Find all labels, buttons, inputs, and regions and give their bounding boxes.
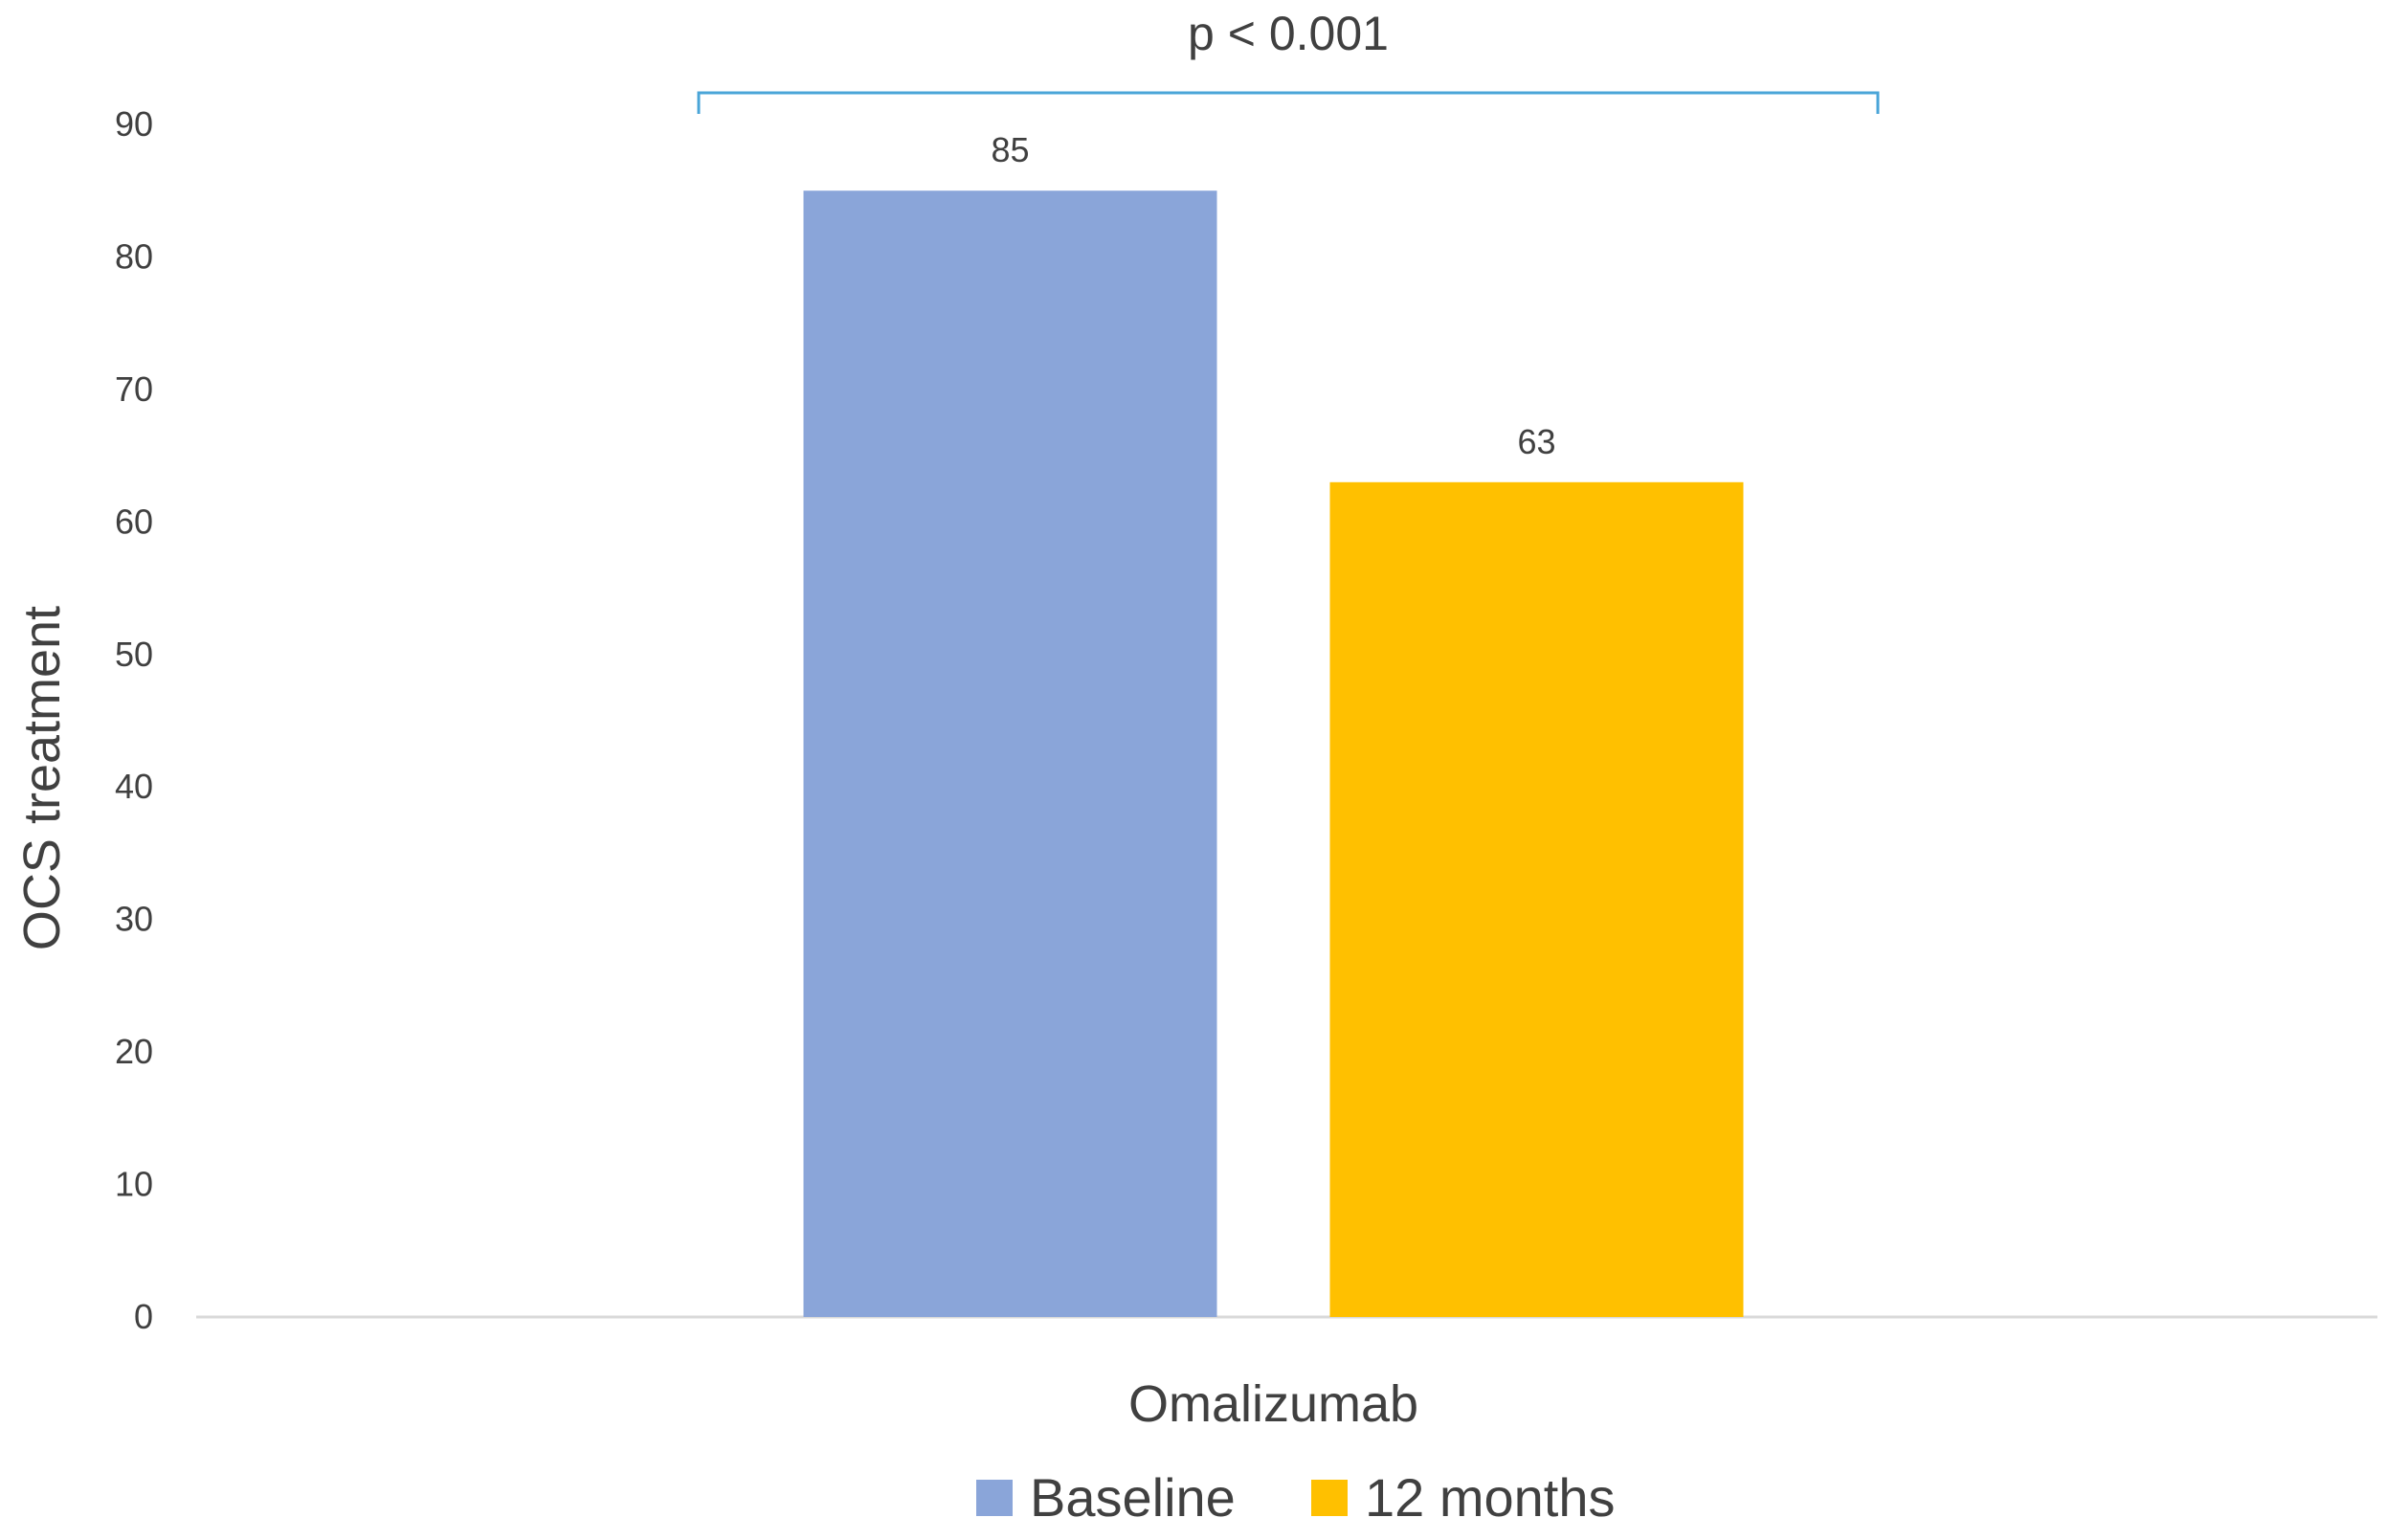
axes-group: 0 10 20 30 40 50 60 70 80 90 OCS treatment Omalizum… — [13, 104, 2377, 1433]
y-tick-label: 80 — [115, 236, 153, 276]
bar-data-label: 63 — [1517, 422, 1555, 461]
bar-baseline — [803, 190, 1217, 1318]
legend-swatch-baseline — [976, 1480, 1013, 1516]
y-tick-label: 40 — [115, 767, 153, 806]
y-tick-label: 10 — [115, 1165, 153, 1204]
legend-group: Baseline 12 months — [976, 1467, 1616, 1528]
x-category-label: Omalizumab — [1128, 1375, 1418, 1433]
y-tick-label: 20 — [115, 1032, 153, 1071]
legend-label: Baseline — [1030, 1467, 1236, 1528]
legend-swatch-12-months — [1311, 1480, 1348, 1516]
p-value-label: p < 0.001 — [1188, 7, 1389, 60]
bar-data-label: 85 — [991, 130, 1029, 169]
y-tick-label: 70 — [115, 369, 153, 409]
y-axis-title: OCS treatment — [13, 606, 71, 950]
bars-group: 85 63 — [803, 130, 1744, 1318]
legend-label: 12 months — [1365, 1467, 1616, 1528]
y-tick-label: 60 — [115, 502, 153, 541]
y-tick-label: 50 — [115, 635, 153, 674]
bar-12-months — [1329, 481, 1744, 1317]
y-tick-label: 30 — [115, 900, 153, 939]
y-tick-label: 90 — [115, 104, 153, 144]
y-tick-label: 0 — [134, 1297, 153, 1336]
significance-bracket — [697, 91, 1880, 114]
annotation-group: p < 0.001 — [697, 7, 1880, 114]
